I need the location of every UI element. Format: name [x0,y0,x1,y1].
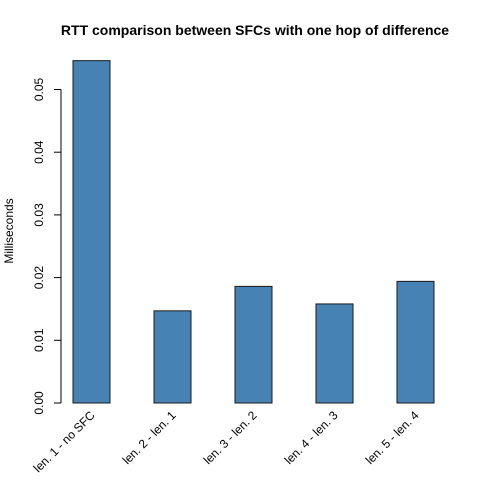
y-tick-label: 0.01 [32,328,46,352]
bar [396,280,435,404]
bars [72,60,435,404]
y-tick-label: 0.02 [32,266,46,290]
bar [72,60,111,404]
y-tick-label: 0.03 [32,203,46,227]
y-axis-label: Milliseconds [2,198,16,263]
y-tick-label: 0.00 [32,391,46,415]
x-category-label: len. 2 - len. 1 [120,408,179,467]
bar [315,303,354,404]
bar [153,310,192,404]
x-category-label: len. 3 - len. 2 [201,408,260,467]
x-category-label: len. 5 - len. 4 [363,408,422,467]
bar [234,285,273,404]
x-category-label: len. 4 - len. 3 [282,408,341,467]
y-tick-label: 0.05 [32,77,46,101]
x-axis-labels: len. 1 - no SFC len. 2 - len. 1 len. 3 - l… [31,408,422,475]
y-axis: 0.00 0.01 0.02 0.03 0.04 0.05 [32,77,62,415]
y-tick-label: 0.04 [32,140,46,164]
x-category-label: len. 1 - no SFC [31,408,98,475]
chart-title: RTT comparison between SFCs with one hop… [61,22,449,38]
